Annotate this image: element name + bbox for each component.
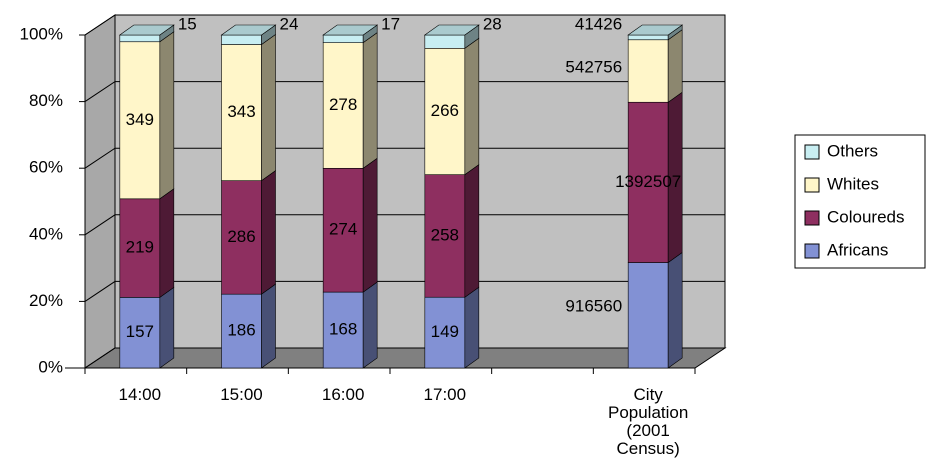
bar-segment	[627, 262, 669, 369]
bar-side	[261, 283, 276, 369]
legend-label: Africans	[827, 240, 888, 259]
data-label: 168	[329, 320, 357, 339]
grid-line	[84, 81, 725, 103]
data-label: 28	[483, 14, 502, 33]
bar-segment	[424, 48, 466, 175]
y-tick-label: 100%	[20, 24, 63, 43]
y-tick-label: 60%	[29, 158, 63, 177]
bar-side	[159, 31, 175, 200]
data-label: 349	[126, 110, 154, 129]
y-tick-label: 20%	[29, 291, 63, 310]
bar-side	[362, 157, 378, 293]
data-label: 149	[431, 322, 459, 341]
data-label: 1392507	[615, 172, 681, 191]
bar-segment	[119, 34, 161, 43]
bar-side	[464, 286, 480, 369]
x-tick-label: City Population (2001 Census)	[607, 385, 689, 458]
bar-segment	[322, 42, 364, 169]
data-label: 15	[178, 14, 197, 33]
x-tick-label: 14:00	[118, 385, 162, 404]
legend-label: Others	[827, 141, 878, 160]
grid-line	[84, 280, 725, 302]
legend-swatch	[804, 210, 820, 226]
data-label: 258	[431, 225, 459, 244]
y-tick-label: 0%	[38, 357, 63, 376]
bar-side	[159, 188, 175, 298]
bar-side	[667, 251, 683, 369]
data-label: 343	[227, 102, 255, 121]
bar-segment	[221, 180, 262, 295]
bar-segment	[221, 44, 262, 181]
grid-line	[84, 214, 725, 236]
bar-side	[464, 37, 480, 176]
legend-label: Coloureds	[827, 207, 905, 226]
bar-side	[362, 281, 378, 369]
y-tick-label: 40%	[29, 224, 63, 243]
bar-side	[261, 33, 276, 182]
data-label: 157	[126, 322, 154, 341]
bar-segment	[627, 101, 669, 263]
bar-segment	[424, 34, 466, 49]
bar-top	[627, 24, 684, 36]
bar-side	[464, 164, 480, 298]
data-label: 542756	[565, 57, 622, 76]
bar-side	[261, 170, 276, 295]
legend-swatch	[804, 144, 820, 160]
legend-swatch	[804, 177, 820, 193]
bar-segment	[119, 297, 161, 369]
bar-side	[159, 286, 175, 369]
x-tick-label: 15:00	[220, 385, 263, 404]
bar-top	[423, 24, 480, 36]
data-label: 17	[381, 14, 400, 33]
bar-top	[220, 24, 277, 36]
legend-label: Whites	[827, 174, 879, 193]
bar-side	[667, 29, 683, 103]
data-label: 24	[280, 14, 299, 33]
y-tick-label: 80%	[29, 91, 63, 110]
data-label: 278	[329, 95, 357, 114]
bar-top	[322, 24, 379, 36]
grid-line	[84, 347, 725, 369]
bar-segment	[424, 174, 466, 298]
data-label: 274	[329, 220, 357, 239]
data-label: 286	[227, 227, 255, 246]
bar-segment	[322, 291, 364, 369]
bar-segment	[627, 34, 669, 41]
data-label: 219	[126, 238, 154, 257]
data-label: 186	[227, 321, 255, 340]
x-tick-label: 16:00	[321, 385, 365, 404]
data-label: 41426	[575, 14, 622, 33]
bar-segment	[627, 39, 669, 103]
grid-line	[84, 14, 725, 36]
grid-line	[84, 147, 725, 169]
bar-side	[362, 32, 378, 169]
bar-top	[118, 24, 175, 36]
legend-swatch	[804, 243, 820, 259]
side-wall	[84, 14, 116, 369]
bar-segment	[322, 34, 364, 43]
data-label: 266	[431, 101, 459, 120]
bar-segment	[424, 296, 466, 369]
x-tick-label: 17:00	[423, 385, 467, 404]
bar-segment	[119, 198, 161, 298]
data-label: 916560	[565, 297, 622, 316]
bar-segment	[221, 34, 262, 45]
